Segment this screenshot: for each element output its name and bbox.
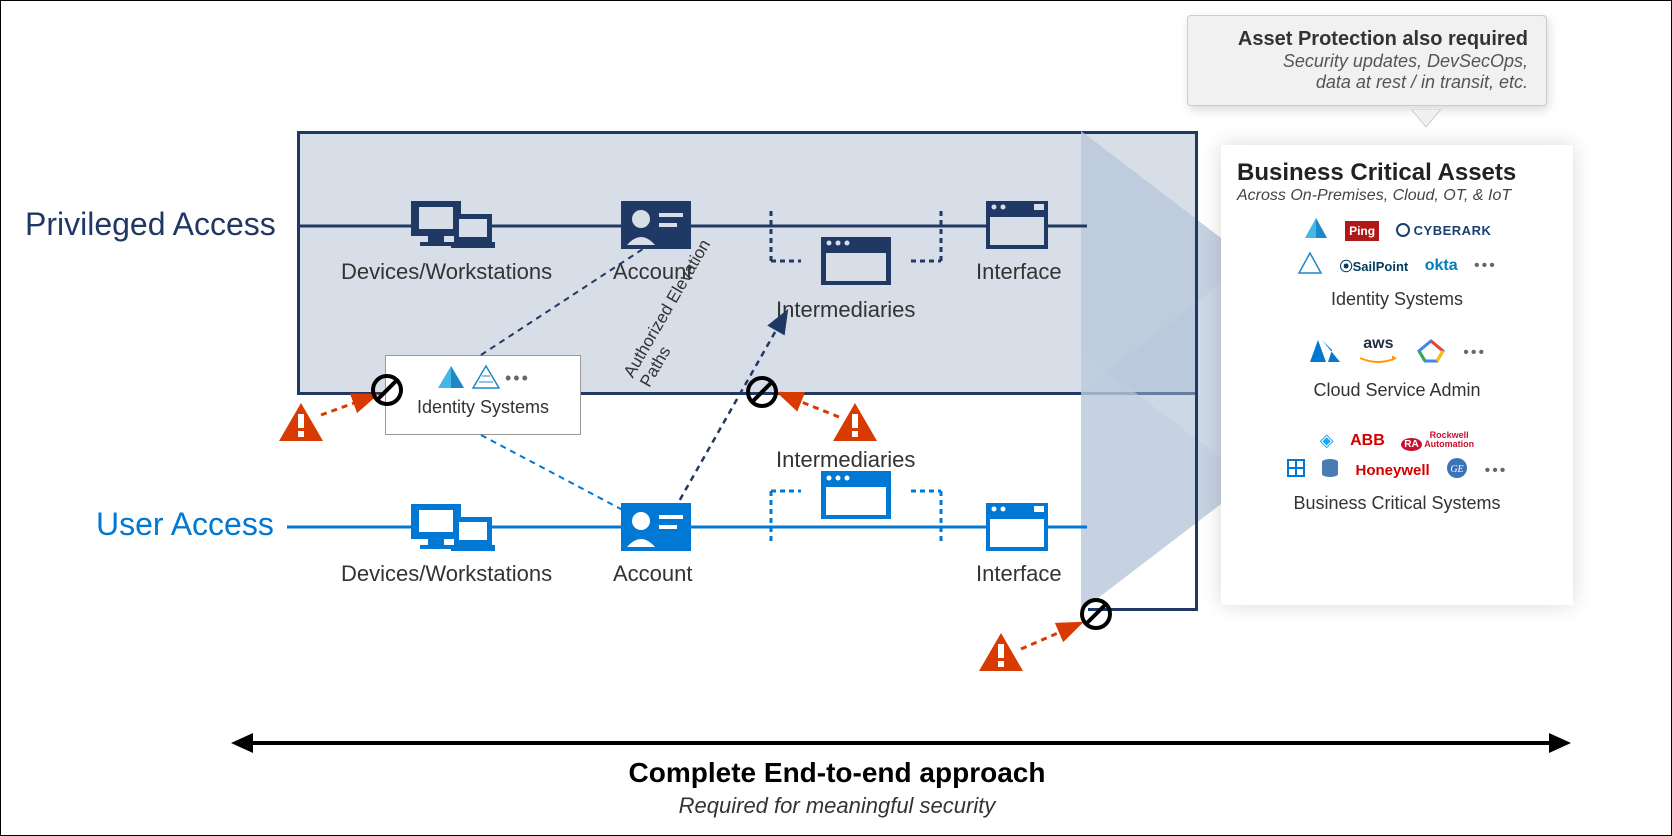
prohibit-3-icon [1079,597,1113,636]
callout-title: Asset Protection also required [1206,28,1528,51]
user-access-label: User Access [96,506,274,543]
user-devices-label: Devices/Workstations [341,561,552,587]
identity-group-label: Identity Systems [1237,289,1557,310]
prohibit-2-icon [745,375,779,414]
honeywell-brand: Honeywell [1356,462,1430,479]
assets-title: Business Critical Assets [1237,159,1557,187]
assets-sub: Across On-Premises, Cloud, OT, & IoT [1237,187,1557,205]
footer-title: Complete End-to-end approach [1,757,1672,789]
rockwell-brand: RA Rockwell Automation [1401,431,1474,450]
cyberark-brand: CYBERARK [1396,223,1492,238]
prohibit-1-icon [370,373,404,412]
warning-1-icon [277,401,325,448]
priv-interface-icon [986,201,1048,254]
user-account-label: Account [613,561,693,587]
identity-brand-row: Ping CYBERARK ⦿SailPoint okta ••• [1237,213,1557,283]
callout-sub1: Security updates, DevSecOps, [1206,51,1528,72]
sap-icon: ◈ [1320,430,1334,451]
user-account-icon [621,503,691,556]
gcp-icon [1415,337,1447,370]
azure-ad-icon [436,364,466,390]
ge-icon: GE [1446,457,1468,484]
svg-text:GE: GE [1450,464,1463,475]
more-icon: ••• [1485,462,1508,480]
azure-icon [1308,336,1342,371]
priv-intermediaries-icon [771,211,941,296]
assets-panel: Business Critical Assets Across On-Premi… [1221,145,1573,605]
cloud-group-label: Cloud Service Admin [1237,380,1557,401]
cloud-brand-row: aws ••• [1237,332,1557,374]
aws-brand: aws [1358,335,1398,371]
privileged-access-label: Privileged Access [25,206,276,243]
adfs-icon [1297,251,1323,280]
ms-icon [1287,459,1305,482]
business-group-label: Business Critical Systems [1237,493,1557,514]
more-icon: ••• [1463,344,1486,362]
diagram-canvas: Privileged Access User Access Devices/Wo… [0,0,1672,836]
footer-sub: Required for meaningful security [1,793,1672,819]
db-icon [1321,458,1339,483]
user-intermediaries-label: Intermediaries [776,447,915,473]
ping-brand: Ping [1345,221,1379,241]
warning-3-icon [977,631,1025,678]
user-devices-icon [406,499,496,559]
abb-brand: ABB [1350,432,1385,450]
user-interface-label: Interface [976,561,1062,587]
sailpoint-brand: ⦿SailPoint [1340,256,1409,275]
okta-brand: okta [1425,257,1458,275]
callout-sub2: data at rest / in transit, etc. [1206,72,1528,93]
privileged-region-corner [1088,131,1198,611]
business-brand-row: ◈ ABB RA Rockwell Automation Honeywell G… [1237,427,1557,487]
callout-pointer-icon [1411,109,1441,129]
identity-dashed-lines [481,247,681,537]
user-intermediaries-icon [771,471,941,556]
user-interface-icon [986,503,1048,556]
priv-interface-label: Interface [976,259,1062,285]
more-icon: ••• [1474,257,1497,275]
azure-ad-icon [1303,216,1329,245]
callout-box: Asset Protection also required Security … [1187,15,1547,106]
warning-2-icon [831,401,879,448]
